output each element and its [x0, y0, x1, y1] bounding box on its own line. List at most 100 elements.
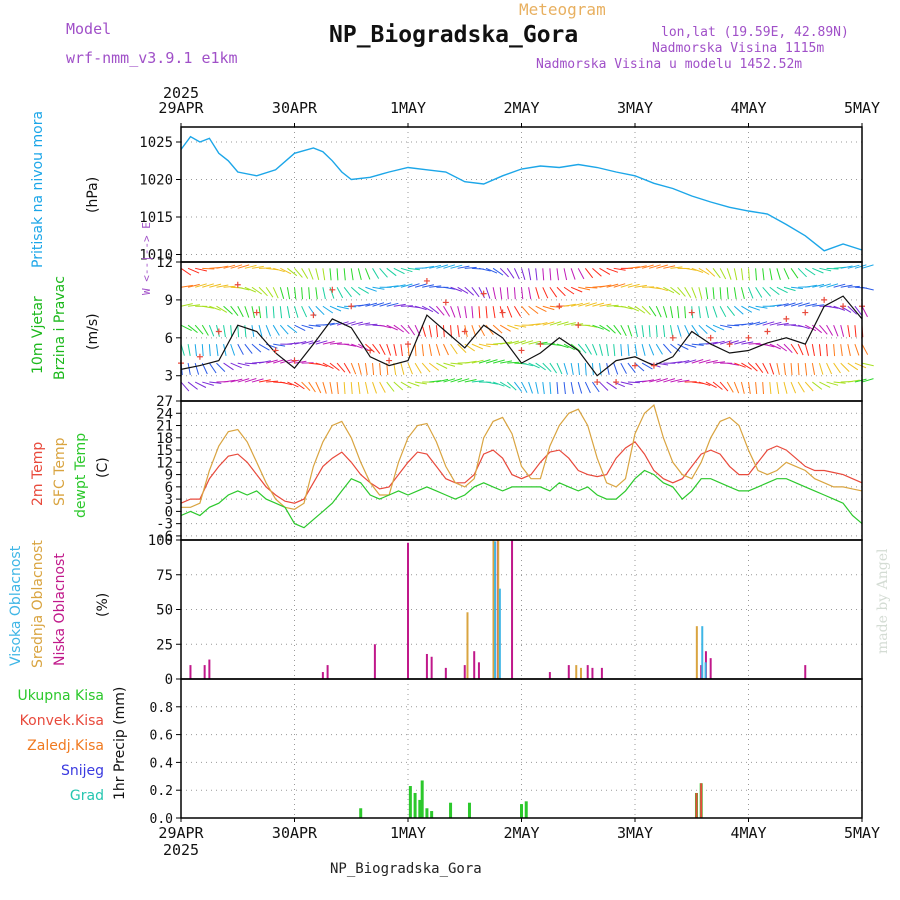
wind-arrow [223, 285, 236, 288]
wind-arrow [783, 302, 796, 307]
wind-arrow [733, 287, 737, 300]
x-tick-label-top: 1MAY [390, 99, 426, 117]
y-tick-label: -6 [156, 529, 173, 545]
wind-arrow [812, 304, 825, 307]
wind-arrow [180, 303, 193, 307]
wind-arrow [542, 268, 545, 281]
wind-arrow [223, 305, 233, 315]
dewpoint-line [180, 469, 863, 529]
wind-arrow [492, 306, 496, 319]
wind-arrow [542, 321, 555, 326]
wind-arrow [442, 325, 445, 338]
wind-arrow [180, 381, 190, 392]
cloud-bar [203, 665, 206, 679]
wind-arrow [435, 343, 441, 356]
cloud-bar [466, 612, 469, 679]
wind-arrow [194, 344, 197, 357]
wind-arrow [769, 381, 772, 395]
wind-arrow [585, 324, 598, 328]
wind-arrow [471, 359, 484, 364]
wind-arrow [698, 306, 701, 319]
wind-arrow [705, 381, 717, 389]
wind-gust-mark [688, 309, 695, 316]
wind-arrow [726, 305, 735, 317]
wind-arrow [421, 344, 424, 357]
wind-arrow [847, 264, 860, 269]
wind-arrow [733, 268, 738, 281]
wind-arrow [833, 305, 846, 311]
wind-arrow [592, 324, 604, 330]
wind-gust-mark [461, 328, 468, 335]
wind-arrow [421, 325, 427, 337]
wind-arrow [350, 362, 357, 375]
wind-arrow [244, 286, 257, 293]
wind-arrow [748, 305, 760, 311]
wind-arrow [719, 381, 729, 392]
wind-arrow [492, 359, 505, 364]
wind-arrow [258, 379, 271, 383]
wind-arrow [386, 343, 392, 356]
y-tick-label: 0.2 [150, 784, 173, 799]
wind-arrow [471, 343, 484, 350]
wind-arrow [208, 362, 217, 374]
wind-arrow [485, 359, 498, 364]
wind-arrow [592, 302, 605, 307]
wind-gust-mark [821, 296, 828, 303]
model-label: Model [66, 20, 112, 38]
cloud-bar [208, 659, 211, 679]
wind-arrow [797, 267, 807, 278]
wind-arrow [379, 363, 381, 376]
wind-arrow [351, 321, 363, 326]
x-tick-label-bottom: 3MAY [617, 824, 653, 842]
wind-arrow [414, 362, 422, 374]
wind-arrow [570, 343, 581, 352]
wind-arrow [372, 343, 381, 355]
wind-arrow [506, 381, 517, 391]
precip-bar [359, 808, 363, 818]
wind-arrow [733, 381, 740, 394]
wind-arrow [634, 265, 647, 269]
wind-arrow [563, 286, 575, 295]
wind-arrow [344, 343, 357, 347]
wind-arrow [506, 306, 513, 318]
wind-arrow [237, 362, 250, 367]
wind-arrow [492, 381, 505, 387]
wind-arrow [712, 324, 725, 331]
wind-arrow [656, 286, 668, 292]
wind-arrow [457, 325, 460, 338]
wind-arrow [684, 359, 697, 364]
wind-arrow [570, 381, 574, 394]
wind-arrow [308, 268, 314, 280]
wind-gust-mark [405, 341, 411, 348]
wind-arrow [854, 343, 860, 356]
wind-arrow [209, 381, 222, 384]
wind-arrow [578, 286, 591, 291]
wind-arrow [741, 341, 754, 345]
wind-arrow [407, 381, 420, 387]
wind-arrow [698, 287, 703, 300]
wind-gust-mark [783, 315, 790, 322]
wind-arrow [641, 379, 654, 383]
wind-arrow [244, 306, 250, 318]
wind-compass-label: W <--|--> E [140, 222, 153, 295]
wind-arrow [634, 362, 645, 372]
wind-arrow [521, 287, 524, 300]
wind-arrow [400, 381, 412, 389]
wind-arrow [400, 324, 410, 335]
wind-arrow [818, 344, 822, 357]
wind-gust-mark [196, 353, 203, 360]
wind-gust-mark [310, 312, 317, 319]
wind-arrow [535, 268, 538, 281]
wind-arrow [663, 286, 675, 294]
wind-arrow [208, 344, 211, 357]
wind-arrow [322, 268, 326, 281]
wind-arrow [435, 305, 445, 316]
pressure-unit: (hPa) [85, 177, 101, 213]
wind-arrow [237, 343, 244, 355]
wind-arrow [457, 378, 470, 383]
wind-arrow [336, 305, 349, 310]
wind-arrow [457, 286, 469, 294]
wind-arrow [400, 283, 413, 288]
wind-arrow [705, 287, 709, 300]
y-tick-label: 0.4 [150, 756, 174, 771]
